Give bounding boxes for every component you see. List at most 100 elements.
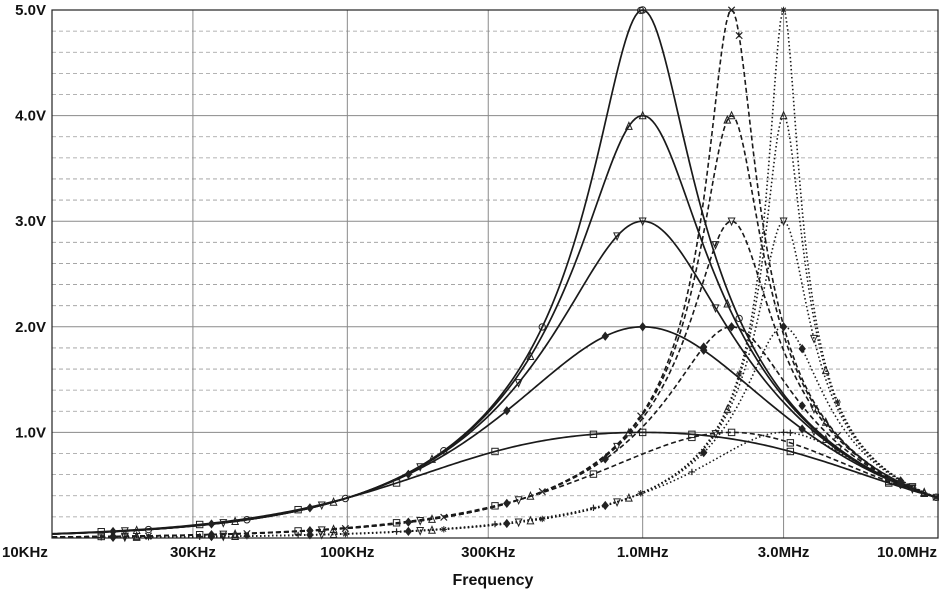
series-line-3_0MHz-asterisk — [52, 8, 939, 539]
marker-layer — [97, 6, 939, 543]
triangle-down-marker — [416, 527, 425, 536]
diamond-marker — [306, 530, 314, 540]
square-marker — [638, 428, 647, 437]
asterisk-marker — [735, 370, 743, 378]
triangle-up-marker — [638, 110, 647, 120]
triangle-down-marker — [317, 530, 326, 540]
plot-background — [52, 10, 938, 538]
square-marker — [392, 519, 401, 527]
square-marker — [786, 439, 795, 447]
y-tick-label: 1.0V — [15, 424, 46, 441]
asterisk-marker — [637, 490, 644, 497]
diamond-marker — [727, 322, 736, 332]
diamond-marker — [798, 401, 806, 411]
plus-marker — [688, 468, 696, 476]
x-marker — [538, 487, 546, 496]
diamond-marker — [601, 454, 609, 464]
plus-marker — [590, 504, 597, 512]
triangle-up-marker — [428, 514, 436, 523]
triangle-down-marker — [514, 379, 523, 388]
asterisk-marker — [834, 398, 841, 406]
series-line-1_0MHz-circle — [51, 9, 939, 535]
triangle-down-marker — [727, 217, 736, 227]
asterisk-marker — [440, 526, 448, 533]
asterisk-marker — [243, 532, 251, 540]
triangle-up-marker — [526, 515, 535, 525]
square-marker — [589, 470, 598, 478]
x-tick-label: 30KHz — [170, 544, 216, 561]
triangle-up-marker — [723, 298, 732, 308]
x-marker — [833, 431, 842, 440]
x-marker — [341, 524, 349, 533]
x-tick-label: 1.0MHz — [617, 544, 669, 561]
x-marker — [440, 513, 448, 521]
x-tick-label: 10.0MHz — [877, 544, 937, 561]
triangle-up-marker — [723, 404, 732, 414]
circle-marker — [735, 314, 743, 323]
triangle-up-marker — [231, 516, 240, 526]
y-tick-label: 4.0V — [15, 108, 46, 125]
triangle-up-marker — [231, 528, 240, 538]
triangle-up-marker — [329, 524, 338, 533]
circle-marker — [538, 323, 546, 331]
triangle-down-marker — [638, 217, 647, 227]
triangle-down-marker — [219, 519, 228, 528]
diamond-marker — [601, 500, 609, 511]
triangle-up-marker — [779, 110, 788, 120]
triangle-up-marker — [821, 434, 830, 443]
triangle-up-marker — [526, 491, 535, 500]
square-marker — [491, 447, 499, 456]
diamond-marker — [503, 406, 511, 416]
series-line-3_0MHz-triangle-down — [51, 220, 939, 539]
minor-gridlines — [52, 30, 938, 518]
triangle-up-marker — [526, 351, 535, 360]
y-tick-label: 5.0V — [15, 2, 46, 19]
triangle-down-marker — [908, 484, 917, 494]
diamond-marker — [699, 447, 708, 458]
triangle-down-marker — [120, 527, 129, 536]
diamond-marker — [896, 476, 905, 486]
triangle-up-marker — [723, 114, 732, 124]
x-tick-label: 100KHz — [320, 544, 374, 561]
triangle-up-marker — [624, 492, 633, 502]
x-tick-label: 300KHz — [461, 544, 515, 561]
diamond-marker — [207, 531, 216, 542]
triangle-up-marker — [428, 454, 436, 463]
triangle-up-marker — [821, 365, 830, 375]
triangle-down-marker — [416, 463, 425, 472]
triangle-up-marker — [132, 532, 141, 541]
diamond-marker — [503, 498, 511, 509]
triangle-down-marker — [809, 427, 818, 437]
diamond-marker — [798, 344, 806, 354]
triangle-down-marker — [613, 498, 622, 508]
diamond-marker — [503, 518, 511, 529]
triangle-up-marker — [920, 487, 929, 496]
asterisk-marker — [539, 515, 546, 523]
diamond-marker — [207, 519, 216, 529]
y-tick-label: 3.0V — [15, 213, 46, 230]
triangle-down-marker — [416, 517, 425, 526]
triangle-up-marker — [727, 110, 736, 120]
triangle-down-marker — [317, 501, 326, 511]
square-marker — [688, 433, 696, 442]
diamond-marker — [109, 532, 117, 542]
circle-marker — [341, 494, 350, 503]
diamond-marker — [404, 469, 413, 479]
plus-marker — [294, 531, 302, 539]
plus-marker — [393, 528, 400, 535]
plus-marker — [787, 429, 794, 436]
diamond-marker — [798, 424, 806, 434]
circle-marker — [440, 447, 448, 455]
triangle-down-marker — [711, 430, 720, 439]
diamond-marker — [779, 322, 788, 332]
diamond-marker — [699, 342, 708, 352]
diamond-marker — [306, 503, 314, 513]
triangle-down-marker — [219, 530, 228, 540]
diamond-marker — [601, 331, 609, 341]
circle-marker — [833, 444, 842, 452]
triangle-up-marker — [624, 427, 633, 437]
square-marker — [491, 502, 499, 510]
y-axis-ticks: 1.0V 2.0V 3.0V 4.0V 5.0V — [15, 2, 46, 441]
triangle-up-marker — [624, 121, 633, 130]
